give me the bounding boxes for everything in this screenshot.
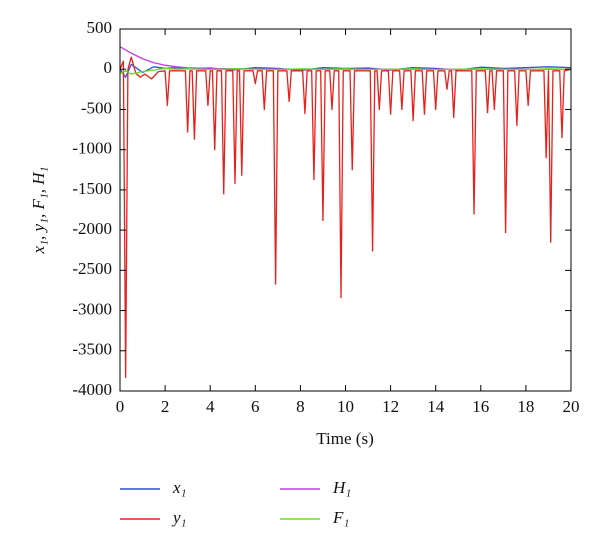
series-line bbox=[119, 67, 572, 75]
x-tick-label: 18 bbox=[517, 397, 534, 416]
y-tick-label: 0 bbox=[104, 58, 113, 77]
x-tick-label: 20 bbox=[563, 397, 580, 416]
legend-label: y₁ bbox=[171, 508, 186, 527]
x-tick-label: 8 bbox=[296, 397, 305, 416]
legend-label: H₁ bbox=[332, 478, 351, 497]
y-tick-label: -1000 bbox=[72, 139, 112, 158]
legend-label: F₁ bbox=[332, 508, 349, 527]
series-line bbox=[119, 56, 572, 378]
x-tick-label: 4 bbox=[206, 397, 215, 416]
y-tick-label: -2000 bbox=[72, 219, 112, 238]
x-tick-label: 2 bbox=[161, 397, 170, 416]
y-tick-label: -2500 bbox=[72, 259, 112, 278]
y-tick-label: -4000 bbox=[72, 380, 112, 399]
x-tick-label: 12 bbox=[382, 397, 399, 416]
y-tick-label: -3000 bbox=[72, 299, 112, 318]
y-tick-label: -500 bbox=[81, 98, 112, 117]
x-tick-label: 16 bbox=[472, 397, 489, 416]
x-tick-label: 0 bbox=[116, 397, 125, 416]
x-tick-label: 6 bbox=[251, 397, 260, 416]
x-tick-label: 10 bbox=[337, 397, 354, 416]
y-tick-label: -3500 bbox=[72, 340, 112, 359]
y-tick-label: -1500 bbox=[72, 179, 112, 198]
y-tick-label: 500 bbox=[87, 18, 113, 37]
x-axis-label: Time (s) bbox=[316, 429, 373, 448]
legend-label: x₁ bbox=[172, 478, 186, 497]
y-axis-label: x₁, y₁, F₁, H₁ bbox=[29, 167, 48, 255]
x-tick-label: 14 bbox=[427, 397, 445, 416]
series-line bbox=[119, 46, 571, 70]
